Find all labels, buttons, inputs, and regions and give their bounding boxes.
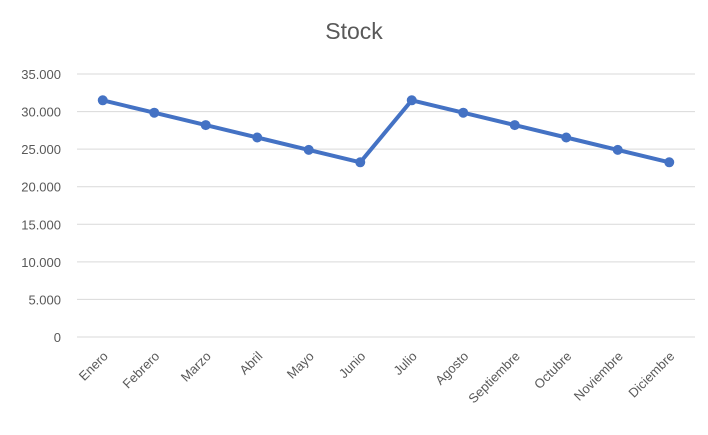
data-point [612, 144, 623, 155]
x-tick-label: Diciembre [625, 349, 677, 401]
x-tick-label: Abril [236, 348, 265, 377]
x-tick-label: Enero [76, 349, 111, 384]
x-tick-label: Septiembre [465, 349, 523, 407]
y-tick-label: 30.000 [21, 105, 61, 120]
x-tick-label: Febrero [120, 349, 163, 392]
x-tick-label: Julio [390, 349, 420, 379]
y-tick-label: 20.000 [21, 180, 61, 195]
data-point [664, 157, 675, 168]
data-point [458, 107, 469, 118]
y-tick-label: 35.000 [21, 67, 61, 82]
x-tick-label: Noviembre [571, 349, 626, 404]
y-tick-label: 0 [54, 330, 61, 345]
x-tick-label: Agosto [432, 349, 471, 388]
chart-title: Stock [325, 18, 383, 44]
data-point [149, 107, 160, 118]
data-point [355, 157, 366, 168]
y-tick-label: 15.000 [21, 217, 61, 232]
series-line [100, 98, 672, 165]
data-point [406, 95, 417, 106]
y-tick-label: 25.000 [21, 142, 61, 157]
data-point [561, 132, 572, 143]
x-tick-label: Marzo [178, 349, 214, 385]
x-tick-label: Mayo [284, 349, 317, 382]
data-point [97, 95, 108, 106]
y-tick-label: 10.000 [21, 255, 61, 270]
data-point [509, 120, 520, 131]
x-tick-label: Octubre [531, 349, 574, 392]
data-point [303, 144, 314, 155]
x-tick-label: Junio [336, 349, 369, 382]
data-point [252, 132, 263, 143]
y-tick-label: 5.000 [28, 292, 61, 307]
data-point [200, 120, 211, 131]
